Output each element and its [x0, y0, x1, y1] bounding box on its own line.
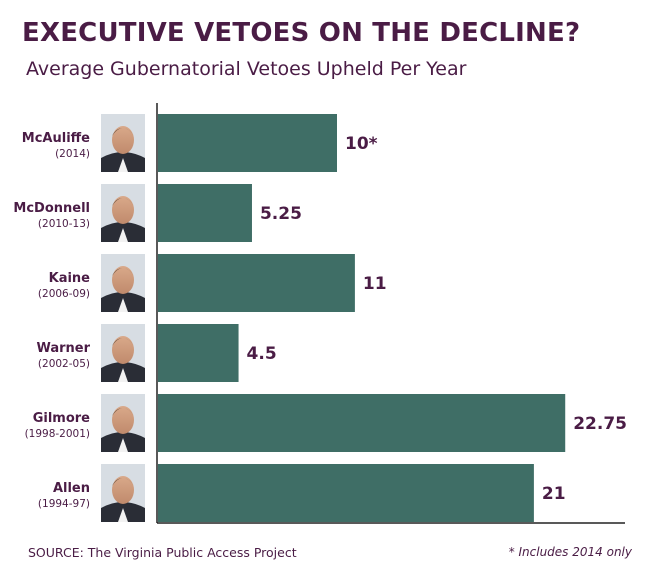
category-label: Gilmore [33, 411, 90, 426]
category-years: (2014) [55, 148, 90, 160]
governor-portrait [101, 394, 145, 452]
category-label: McDonnell [13, 201, 90, 216]
value-label: 11 [363, 274, 387, 294]
footnote: * Includes 2014 only [508, 545, 632, 559]
category-label: McAuliffe [22, 131, 90, 146]
chart-subtitle: Average Gubernatorial Vetoes Upheld Per … [26, 58, 467, 80]
category-label: Warner [36, 341, 90, 356]
value-label: 5.25 [260, 204, 302, 224]
value-label: 22.75 [573, 414, 627, 434]
bar [158, 254, 355, 312]
value-label: 21 [542, 484, 566, 504]
chart-title: EXECUTIVE VETOES ON THE DECLINE? [22, 18, 581, 48]
category-years: (1994-97) [38, 498, 90, 510]
bar [158, 324, 239, 382]
bar [158, 184, 252, 242]
category-years: (2010-13) [38, 218, 90, 230]
category-years: (2006-09) [38, 288, 90, 300]
bar [158, 394, 566, 452]
value-label: 10* [345, 134, 378, 154]
governor-portrait [101, 184, 145, 242]
bar [158, 464, 534, 522]
category-label: Allen [53, 481, 90, 496]
governor-portrait [101, 254, 145, 312]
bar [158, 114, 337, 172]
governor-portrait [101, 114, 145, 172]
category-label: Kaine [49, 271, 91, 286]
category-years: (1998-2001) [25, 428, 90, 440]
governor-portrait [101, 324, 145, 382]
source-note: SOURCE: The Virginia Public Access Proje… [28, 545, 297, 560]
governor-portrait [101, 464, 145, 522]
value-label: 4.5 [247, 344, 277, 364]
category-years: (2002-05) [38, 358, 90, 370]
